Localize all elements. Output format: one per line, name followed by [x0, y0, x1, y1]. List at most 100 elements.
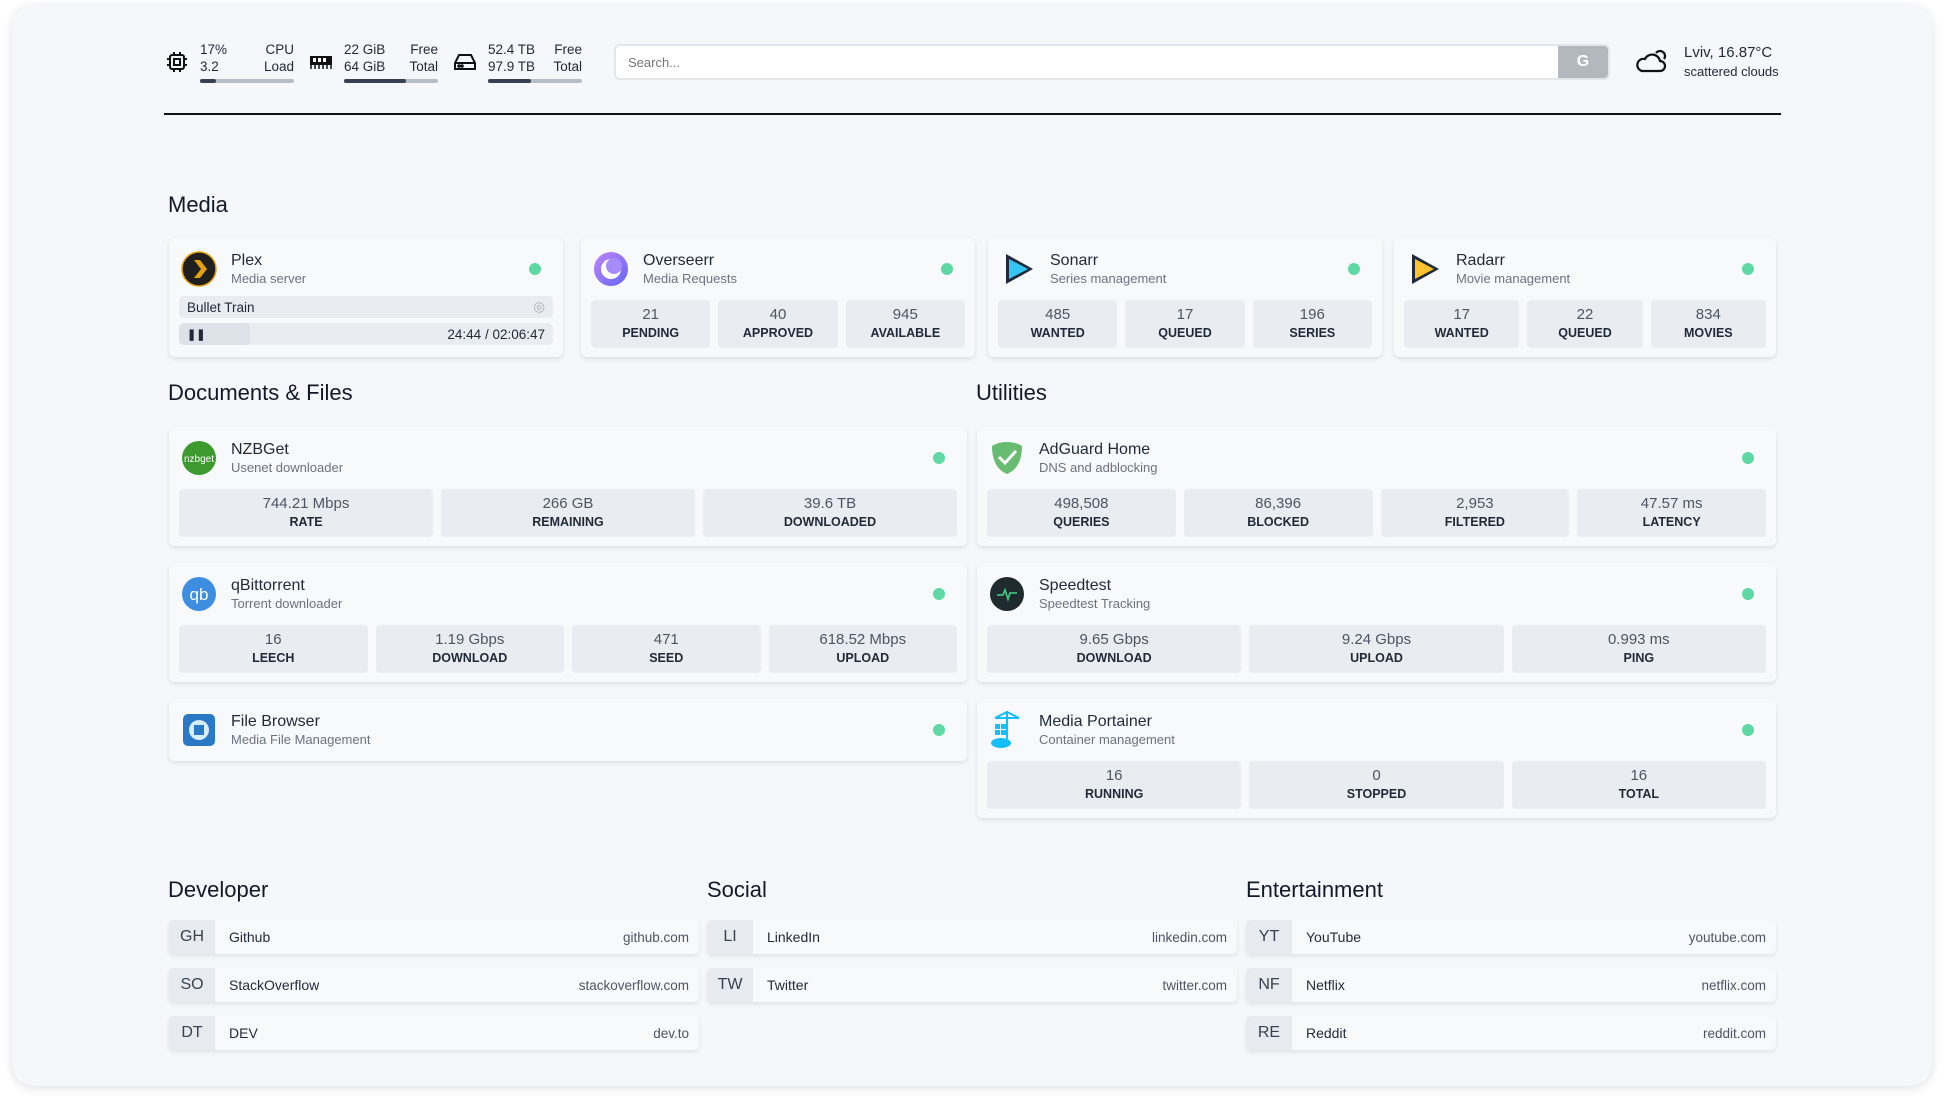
- stat-filtered: 2,953 FILTERED: [1380, 489, 1570, 537]
- memory-icon: [308, 49, 334, 75]
- stat-value: 0.993 ms: [1607, 631, 1670, 648]
- playback-progress[interactable]: ❚❚ 24:44 / 02:06:47: [179, 323, 553, 345]
- stat-label: UPLOAD: [1350, 651, 1403, 665]
- service-description: Movie management: [1456, 271, 1571, 286]
- status-dot: [941, 263, 953, 275]
- stat-label: APPROVED: [742, 326, 814, 340]
- service-card-sonarr[interactable]: Sonarr Series management 485 WANTED 17 QUEUE…: [988, 238, 1382, 357]
- stat-value: 22: [1576, 306, 1594, 323]
- status-dot: [1742, 588, 1754, 600]
- service-card-nzbget[interactable]: nzbget NZBGet Usenet downloader 744.21 Mb…: [169, 427, 967, 546]
- service-description: Media File Management: [231, 732, 371, 747]
- service-card-portainer[interactable]: Media Portainer Container management 16 RU…: [977, 699, 1776, 818]
- section-title-utilities: Utilities: [976, 380, 1047, 405]
- service-card-speedtest[interactable]: Speedtest Speedtest Tracking 9.65 Gbps DOW…: [977, 563, 1776, 682]
- stat-wanted: 17 WANTED: [1404, 300, 1520, 348]
- stat-running: 16 RUNNING: [987, 761, 1242, 809]
- stat-value: 485: [1045, 306, 1071, 323]
- section-title-social: Social: [707, 877, 767, 902]
- section-title-entertainment: Entertainment: [1246, 877, 1383, 902]
- stat-value: 17: [1453, 306, 1470, 323]
- service-name: Media Portainer: [1039, 713, 1152, 730]
- section-title-documents: Documents & Files: [168, 380, 353, 405]
- status-dot: [1742, 452, 1754, 464]
- stat-download: 1.19 Gbps DOWNLOAD: [375, 625, 564, 673]
- stat-label: SEED: [649, 651, 684, 665]
- service-description: Torrent downloader: [231, 596, 343, 611]
- bookmark-name: Netflix: [1306, 977, 1345, 993]
- stat-label: REMAINING: [532, 515, 604, 529]
- status-dot: [1742, 263, 1754, 275]
- service-name: AdGuard Home: [1039, 441, 1151, 458]
- bookmark-name: DEV: [229, 1025, 258, 1041]
- header-divider: [164, 113, 1781, 115]
- bookmark-abbr: TW: [707, 968, 753, 1002]
- stat-rate: 744.21 Mbps RATE: [179, 489, 433, 537]
- bookmark-stackoverflow[interactable]: SO StackOverflow stackoverflow.com: [169, 968, 699, 1002]
- bookmark-name: Twitter: [767, 977, 809, 993]
- stat-label: LATENCY: [1642, 515, 1701, 529]
- cloud-icon: [1634, 47, 1668, 78]
- stat-label: DOWNLOADED: [783, 515, 877, 529]
- pause-icon[interactable]: ❚❚: [187, 328, 206, 341]
- speedtest-logo-icon: [989, 576, 1025, 612]
- disk-free: 52.4 TB: [488, 42, 536, 57]
- stat-value: 21: [642, 306, 659, 323]
- bookmark-youtube[interactable]: YT YouTube youtube.com: [1246, 920, 1776, 954]
- stat-approved: 40 APPROVED: [718, 300, 838, 348]
- nzbget-logo-icon: nzbget: [181, 440, 217, 476]
- stat-label: BLOCKED: [1247, 515, 1310, 529]
- cpu-load: 3.2: [200, 59, 219, 74]
- cpu-label: CPU: [265, 42, 294, 57]
- service-description: Usenet downloader: [231, 460, 344, 475]
- bookmark-dev[interactable]: DT DEV dev.to: [169, 1016, 699, 1050]
- service-name: Radarr: [1456, 252, 1505, 269]
- load-label: Load: [263, 59, 294, 74]
- stat-value: 40: [769, 306, 787, 323]
- stat-upload: 618.52 Mbps UPLOAD: [768, 625, 957, 673]
- bookmark-reddit[interactable]: RE Reddit reddit.com: [1246, 1016, 1776, 1050]
- settings-icon[interactable]: ◎: [533, 299, 545, 314]
- stat-label: WANTED: [1030, 326, 1085, 340]
- svg-text:nzbget: nzbget: [184, 454, 214, 465]
- service-card-adguard[interactable]: AdGuard Home DNS and adblocking 498,508 QU…: [977, 427, 1776, 546]
- bookmark-abbr: YT: [1246, 920, 1292, 954]
- stat-value: 945: [892, 306, 918, 323]
- bookmark-github[interactable]: GH Github github.com: [169, 920, 699, 954]
- service-card-qbittorrent[interactable]: qb qBittorrent Torrent downloader 16 LEECH…: [169, 563, 967, 682]
- weather-widget: Lviv, 16.87°C scattered clouds: [1634, 43, 1779, 81]
- service-description: DNS and adblocking: [1039, 460, 1158, 475]
- service-description: Media Requests: [643, 271, 737, 286]
- service-card-plex[interactable]: Plex Media server Bullet Train ◎ ❚❚ 24:44 …: [169, 238, 563, 357]
- disk-widget: 52.4 TB Free 97.9 TB Total: [452, 41, 582, 83]
- stat-latency: 47.57 ms LATENCY: [1577, 489, 1766, 537]
- stat-label: RATE: [289, 515, 323, 529]
- bookmark-twitter[interactable]: TW Twitter twitter.com: [707, 968, 1237, 1002]
- stat-queued: 22 QUEUED: [1527, 300, 1643, 348]
- bookmark-url: reddit.com: [1702, 1025, 1766, 1041]
- qbittorrent-logo-icon: qb: [181, 576, 217, 612]
- search-input[interactable]: [616, 46, 1558, 78]
- bookmark-linkedin[interactable]: LI LinkedIn linkedin.com: [707, 920, 1237, 954]
- memory-total: 64 GiB: [344, 59, 386, 74]
- stat-value: 9.24 Gbps: [1341, 631, 1412, 648]
- status-dot: [933, 724, 945, 736]
- service-description: Series management: [1050, 271, 1167, 286]
- adguard-logo-icon: [989, 440, 1025, 476]
- service-card-radarr[interactable]: Radarr Movie management 17 WANTED 22 QUEUED 8…: [1394, 238, 1776, 357]
- stat-queries: 498,508 QUERIES: [987, 489, 1176, 537]
- service-card-overseerr[interactable]: Overseerr Media Requests 21 PENDING 40 APPRO…: [581, 238, 975, 357]
- stat-label: DOWNLOAD: [432, 651, 508, 665]
- service-description: Media server: [231, 271, 307, 286]
- stat-label: DOWNLOAD: [1076, 651, 1152, 665]
- free-label: Free: [410, 42, 438, 57]
- status-dot: [529, 263, 541, 275]
- bookmark-netflix[interactable]: NF Netflix netflix.com: [1246, 968, 1776, 1002]
- service-card-filebrowser[interactable]: File Browser Media File Management: [169, 699, 967, 761]
- stat-value: 16: [1105, 767, 1123, 784]
- stat-value: 2,953: [1456, 495, 1494, 512]
- stat-seed: 471 SEED: [572, 625, 761, 673]
- bookmark-name: StackOverflow: [229, 977, 320, 993]
- service-description: Speedtest Tracking: [1039, 596, 1151, 611]
- google-search-button[interactable]: G: [1558, 46, 1608, 78]
